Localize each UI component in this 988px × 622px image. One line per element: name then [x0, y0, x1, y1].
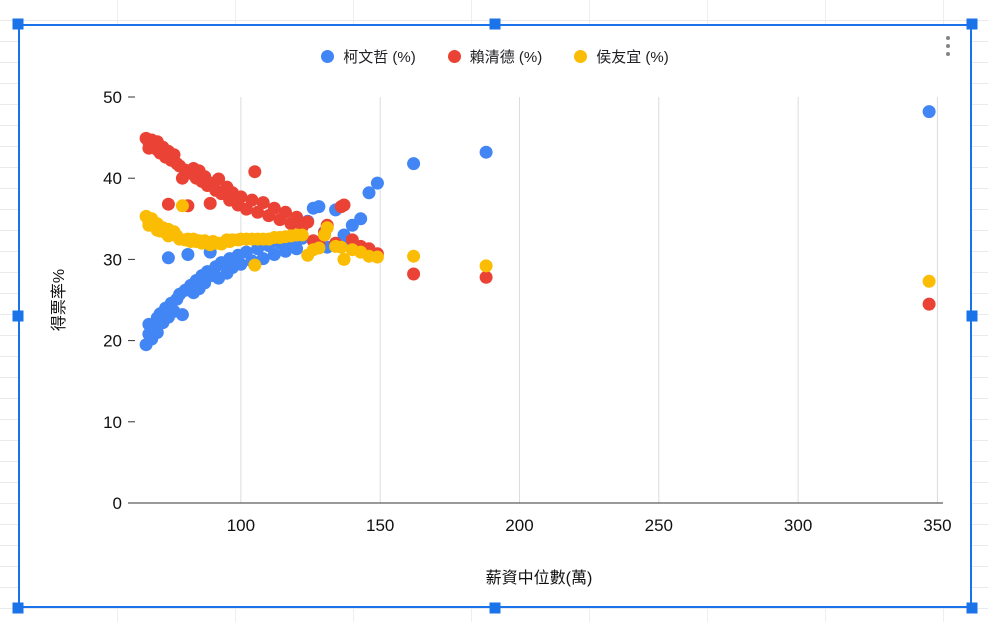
data-point[interactable] — [334, 240, 348, 254]
data-point[interactable] — [161, 251, 175, 265]
data-point[interactable] — [251, 242, 265, 256]
data-point[interactable] — [362, 186, 376, 200]
ellipsis-dot — [946, 52, 950, 56]
data-point[interactable] — [181, 248, 195, 261]
legend-marker-icon — [574, 50, 588, 63]
resize-handle-bottom-right[interactable] — [966, 602, 978, 614]
data-point[interactable] — [370, 176, 384, 190]
data-point[interactable] — [248, 258, 262, 272]
y-tick-label: 0 — [113, 494, 122, 513]
data-point[interactable] — [312, 200, 326, 214]
data-point[interactable] — [212, 172, 226, 186]
data-point[interactable] — [234, 257, 248, 271]
data-point[interactable] — [370, 250, 384, 264]
data-point[interactable] — [479, 259, 493, 273]
data-point[interactable] — [320, 221, 334, 235]
x-tick-label: 350 — [923, 516, 951, 535]
data-point[interactable] — [407, 157, 421, 171]
chart-card[interactable]: 100 150 200 250 300 350 0 10 20 30 40 50 柯文哲 (%) 賴清… — [18, 24, 972, 608]
data-point[interactable] — [251, 205, 265, 219]
x-axis-title: 薪資中位數(萬) — [485, 570, 593, 587]
data-point[interactable] — [407, 267, 421, 281]
resize-handle-top-right[interactable] — [966, 18, 978, 30]
ellipsis-dot — [946, 36, 950, 40]
more-options-icon[interactable] — [938, 30, 958, 62]
legend-label: 柯文哲 (%) — [343, 49, 416, 66]
resize-handle-bottom-middle[interactable] — [489, 602, 501, 614]
data-point[interactable] — [256, 196, 270, 210]
data-point[interactable] — [290, 242, 304, 256]
legend-label: 侯友宜 (%) — [596, 49, 669, 66]
data-point[interactable] — [922, 297, 936, 311]
x-tick-label: 150 — [366, 516, 394, 535]
data-point[interactable] — [267, 248, 281, 261]
y-tick-label: 40 — [103, 169, 122, 188]
resize-handle-middle-left[interactable] — [12, 310, 24, 322]
data-point[interactable] — [337, 198, 351, 212]
x-tick-label: 250 — [645, 516, 673, 535]
data-point[interactable] — [150, 326, 164, 339]
y-tick-label: 20 — [103, 332, 122, 351]
data-point[interactable] — [301, 215, 315, 229]
data-point[interactable] — [922, 274, 936, 288]
legend-label: 賴清德 (%) — [469, 49, 543, 66]
legend-item-ko-wen-je[interactable]: 柯文哲 (%) — [321, 46, 416, 67]
data-point[interactable] — [479, 145, 493, 159]
data-point[interactable] — [279, 244, 292, 258]
data-point[interactable] — [922, 105, 936, 119]
data-point[interactable] — [203, 196, 217, 210]
x-tick-label: 300 — [784, 516, 812, 535]
y-tick-label: 10 — [103, 413, 122, 432]
data-point[interactable] — [295, 228, 309, 242]
data-point[interactable] — [354, 212, 368, 226]
legend-marker-icon — [447, 50, 461, 63]
legend-item-hou-yu-ih[interactable]: 侯友宜 (%) — [574, 46, 669, 67]
data-point[interactable] — [175, 199, 189, 213]
data-point[interactable] — [267, 201, 281, 215]
legend-marker-icon — [321, 50, 335, 63]
data-point[interactable] — [161, 197, 175, 211]
chart-legend: 柯文哲 (%) 賴清德 (%) 侯友宜 (%) — [18, 46, 972, 67]
data-point[interactable] — [234, 190, 248, 204]
x-tick-label: 200 — [505, 516, 533, 535]
resize-handle-top-left[interactable] — [12, 18, 24, 30]
ellipsis-dot — [946, 44, 950, 48]
data-point[interactable] — [248, 165, 262, 179]
y-tick-label: 50 — [103, 88, 122, 107]
resize-handle-top-middle[interactable] — [489, 18, 501, 30]
data-point[interactable] — [175, 308, 189, 322]
data-point[interactable] — [479, 270, 493, 284]
y-axis-title: 得票率% — [51, 268, 68, 332]
data-point[interactable] — [279, 205, 292, 219]
x-tick-label: 100 — [227, 516, 255, 535]
data-point[interactable] — [312, 241, 326, 255]
y-tick-label: 30 — [103, 250, 122, 269]
data-point[interactable] — [337, 252, 351, 266]
resize-handle-bottom-left[interactable] — [12, 602, 24, 614]
scatter-plot[interactable]: 100 150 200 250 300 350 0 10 20 30 40 50 — [18, 24, 972, 608]
data-point[interactable] — [245, 193, 259, 207]
data-point[interactable] — [290, 210, 304, 224]
legend-item-lai-ching-te[interactable]: 賴清德 (%) — [447, 46, 543, 67]
data-point[interactable] — [407, 249, 421, 263]
resize-handle-middle-right[interactable] — [966, 310, 978, 322]
